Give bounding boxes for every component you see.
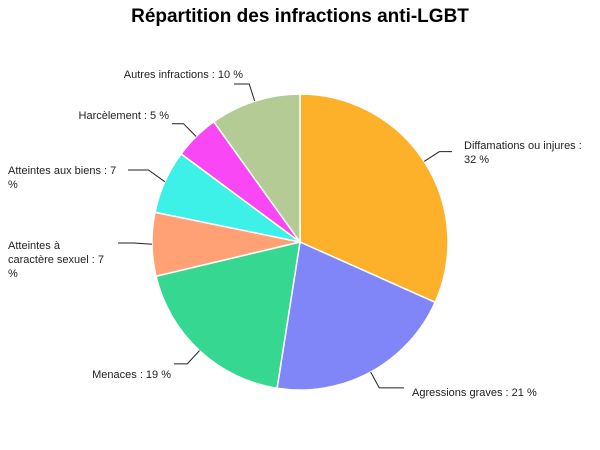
slice-label: Diffamations ou injures : 32 % — [464, 140, 582, 166]
pie-slice — [212, 93, 301, 245]
slice-label-line: % — [8, 179, 18, 191]
leader-line — [423, 151, 452, 162]
slice-label: Atteintes à caractère sexuel : 7% — [8, 240, 104, 280]
slice-label: Agressions graves : 21 % — [412, 387, 537, 399]
slice-label-line: Atteintes à — [8, 240, 61, 252]
slice-label: Atteintes aux biens : 7% — [8, 165, 116, 191]
slice-label: Menaces : 19 % — [92, 369, 171, 381]
pie-slices — [151, 93, 449, 391]
slice-label: Autres infractions : 10 % — [124, 69, 243, 81]
chart-title: Répartition des infractions anti-LGBT — [131, 6, 469, 27]
pie-slice — [276, 240, 437, 391]
slice-label-line: Autres infractions : 10 % — [124, 69, 243, 81]
leader-line — [172, 123, 197, 137]
pie-slice — [299, 93, 449, 304]
slice-label-line: Harcèlement : 5 % — [79, 110, 170, 122]
leader-line — [234, 83, 256, 102]
leader-line — [370, 371, 404, 389]
leader-line — [174, 350, 200, 365]
slice-label-line: Atteintes aux biens : 7 — [8, 165, 116, 177]
slice-label-line: Agressions graves : 21 % — [412, 387, 537, 399]
slice-label: Harcèlement : 5 % — [79, 110, 170, 122]
leader-line — [128, 169, 166, 183]
slice-labels: Diffamations ou injures : 32 % Agressions … — [8, 69, 582, 399]
slice-label-line: Menaces : 19 % — [92, 369, 171, 381]
slice-label-line: % — [8, 268, 18, 280]
slice-label-line: Diffamations ou injures : — [464, 140, 582, 152]
slice-label-line: caractère sexuel : 7 — [8, 254, 104, 266]
leader-line — [118, 242, 153, 245]
slice-label-line: 32 % — [464, 154, 489, 166]
leader-lines — [118, 83, 452, 389]
